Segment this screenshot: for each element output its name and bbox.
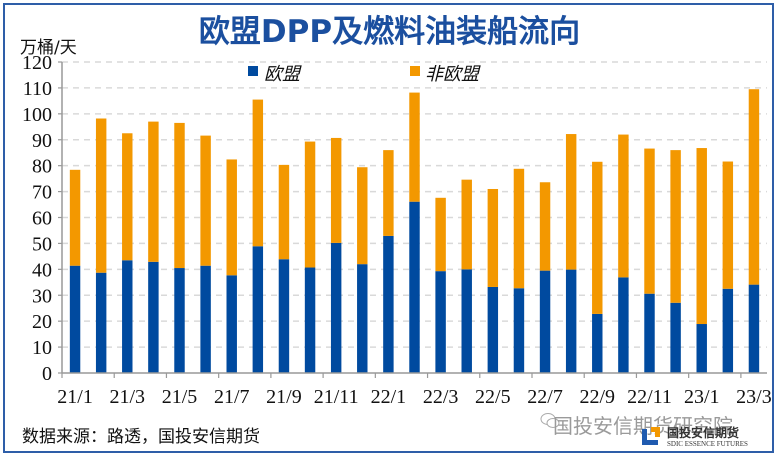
x-tick-label: 23/3 xyxy=(736,386,772,408)
legend-label-eu: 欧盟 xyxy=(264,64,302,85)
bar-eu-22-11 xyxy=(644,293,655,373)
logo-text-en: SDIC ESSENCE FUTURES xyxy=(667,440,748,448)
data-source-note: 数据来源：路透，国投安信期货 xyxy=(22,427,260,447)
axes xyxy=(58,61,767,378)
bar-eu-21-12 xyxy=(357,264,368,373)
bar-non-eu-21-9 xyxy=(278,164,290,260)
x-tick-label: 21/1 xyxy=(57,386,93,408)
bar-eu-21-1 xyxy=(69,265,81,373)
bar-eu-22-12 xyxy=(670,302,681,373)
y-tick-labels: 0 10 20 30 40 50 60 70 80 90 100 110 120 xyxy=(22,52,52,385)
bar-eu-23-2 xyxy=(722,288,734,373)
y-tick-label: 20 xyxy=(32,311,52,333)
x-tick-label: 22/5 xyxy=(475,386,511,408)
chart-title: 欧盟DPP及燃料油装船流向 xyxy=(198,14,581,50)
y-tick-label: 70 xyxy=(32,182,52,204)
x-tick-label: 21/3 xyxy=(109,386,145,408)
legend-swatch-eu xyxy=(248,66,258,76)
bar-non-eu-21-3 xyxy=(122,133,133,261)
bar-eu-21-8 xyxy=(252,246,264,373)
y-tick-label: 80 xyxy=(32,156,52,178)
legend: 欧盟 非欧盟 xyxy=(248,64,481,85)
x-tick-label: 21/11 xyxy=(314,386,359,408)
x-tick-labels: 21/1 21/3 21/5 21/7 21/9 21/11 22/1 22/3 22/5 22/… xyxy=(57,386,771,408)
logo-text-cn: 国投安信期货 xyxy=(667,426,740,440)
bar-non-eu-22-1 xyxy=(383,150,394,236)
bar-eu-21-9 xyxy=(278,259,290,373)
legend-swatch-non-eu xyxy=(410,66,420,76)
bar-eu-22-6 xyxy=(513,288,525,373)
y-tick-label: 0 xyxy=(42,363,52,385)
x-tick-label: 21/7 xyxy=(214,386,250,408)
bar-non-eu-22-6 xyxy=(513,168,525,289)
y-tick-label: 30 xyxy=(32,285,52,307)
y-tick-label: 60 xyxy=(32,208,52,230)
bar-non-eu-22-4 xyxy=(461,179,472,270)
bar-non-eu-22-9 xyxy=(592,161,603,314)
y-tick-label: 50 xyxy=(32,233,52,255)
bar-non-eu-21-11 xyxy=(330,137,342,243)
bars xyxy=(69,89,760,373)
bar-eu-23-1 xyxy=(696,324,707,373)
bar-non-eu-23-2 xyxy=(722,161,734,289)
x-tick-label: 21/5 xyxy=(162,386,198,408)
legend-label-non-eu: 非欧盟 xyxy=(425,64,481,85)
bar-eu-21-7 xyxy=(226,275,237,373)
y-tick-label: 120 xyxy=(22,52,52,74)
x-tick-label: 22/11 xyxy=(627,386,672,408)
bar-non-eu-22-10 xyxy=(618,134,629,278)
bar-eu-21-5 xyxy=(174,268,185,373)
bar-eu-21-2 xyxy=(95,272,107,373)
bar-non-eu-22-5 xyxy=(487,188,499,287)
bar-eu-21-4 xyxy=(148,261,159,373)
bar-non-eu-21-8 xyxy=(252,99,264,247)
y-tick-label: 90 xyxy=(32,130,52,152)
bar-non-eu-23-1 xyxy=(696,148,707,325)
bar-non-eu-22-7 xyxy=(539,182,551,271)
bar-eu-22-7 xyxy=(539,270,551,373)
bar-non-eu-21-4 xyxy=(148,121,159,262)
y-tick-label: 40 xyxy=(32,259,52,281)
bar-eu-21-6 xyxy=(200,265,211,373)
bar-eu-21-10 xyxy=(304,267,316,373)
bar-eu-22-9 xyxy=(592,313,603,373)
bar-eu-21-11 xyxy=(330,242,342,373)
bar-non-eu-22-2 xyxy=(409,92,420,202)
bar-non-eu-21-7 xyxy=(226,159,237,276)
bar-eu-22-10 xyxy=(618,277,629,373)
bar-eu-22-4 xyxy=(461,269,472,373)
y-axis-unit-label: 万桶/天 xyxy=(20,38,77,58)
x-tick-label: 22/1 xyxy=(371,386,407,408)
bar-non-eu-21-5 xyxy=(174,122,185,269)
bar-eu-22-1 xyxy=(383,235,394,373)
x-tick-label: 22/7 xyxy=(527,386,563,408)
wechat-icon xyxy=(540,413,560,428)
bar-eu-22-5 xyxy=(487,286,499,373)
bar-non-eu-22-11 xyxy=(644,148,655,294)
bar-non-eu-21-10 xyxy=(304,141,316,268)
bar-eu-22-3 xyxy=(435,271,446,373)
logo-mark-icon xyxy=(642,427,660,445)
x-tick-label: 22/9 xyxy=(579,386,615,408)
bar-non-eu-22-3 xyxy=(435,197,446,272)
bar-eu-23-3 xyxy=(748,284,760,373)
chart-frame xyxy=(3,3,774,453)
y-tick-label: 110 xyxy=(23,78,52,100)
y-tick-label: 10 xyxy=(32,337,52,359)
bar-non-eu-21-1 xyxy=(69,169,81,266)
y-tick-label: 100 xyxy=(22,104,52,126)
x-tick-label: 23/1 xyxy=(684,386,720,408)
bar-non-eu-23-3 xyxy=(748,89,760,285)
bar-non-eu-22-8 xyxy=(565,134,577,270)
x-tick-label: 22/3 xyxy=(423,386,459,408)
bar-non-eu-21-6 xyxy=(200,135,211,266)
x-tick-label: 21/9 xyxy=(266,386,302,408)
bar-eu-22-2 xyxy=(409,201,420,373)
bar-eu-22-8 xyxy=(565,269,577,373)
bar-non-eu-21-12 xyxy=(357,167,368,265)
bar-non-eu-22-12 xyxy=(670,150,681,303)
bar-eu-21-3 xyxy=(122,260,133,373)
bar-non-eu-21-2 xyxy=(95,118,107,273)
